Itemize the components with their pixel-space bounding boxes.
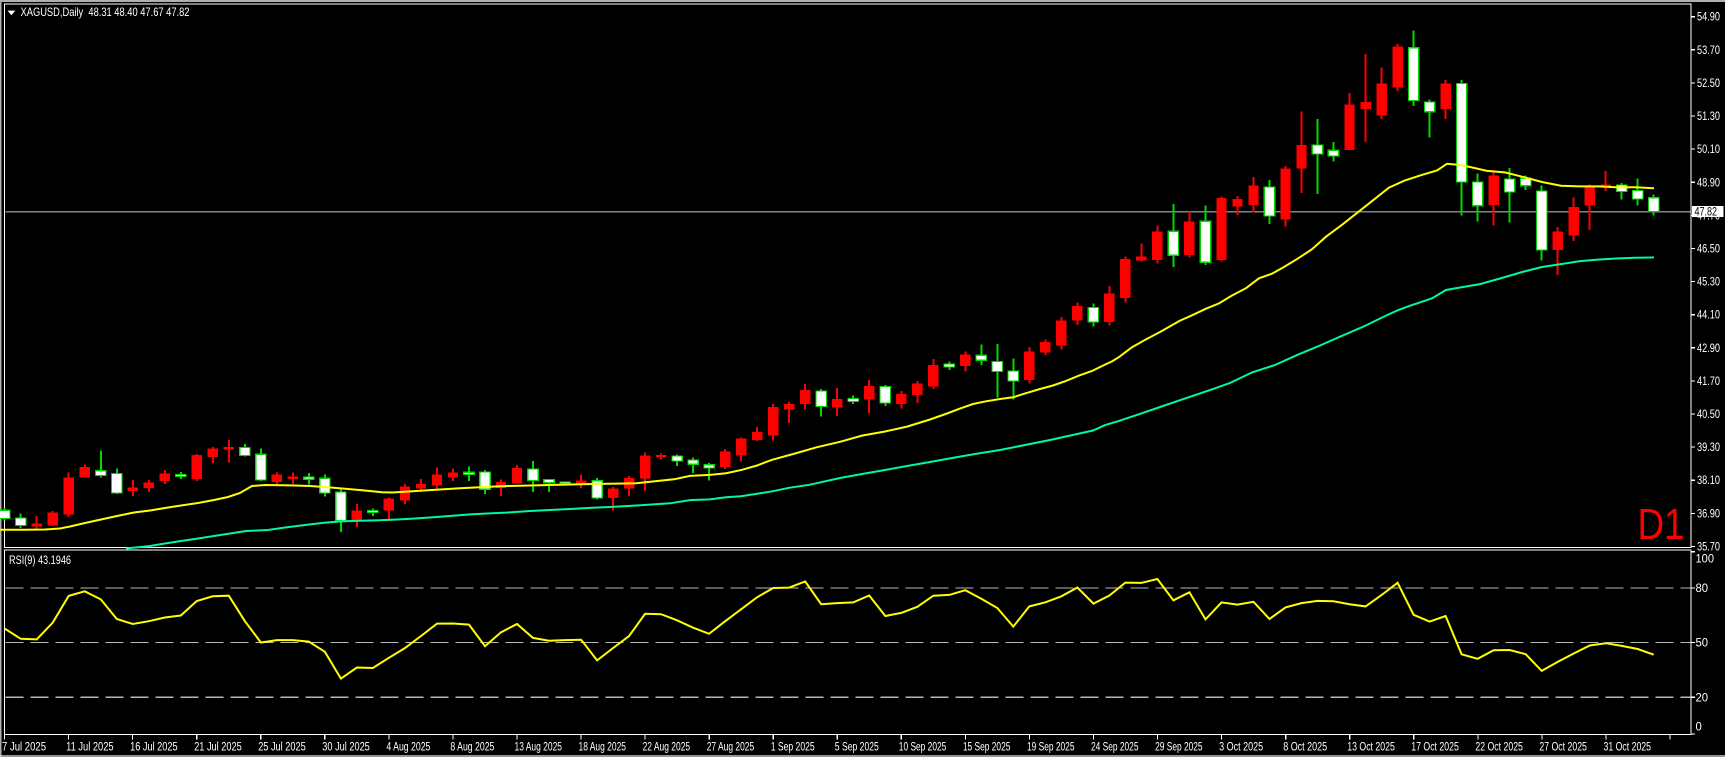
svg-text:44.10: 44.10 bbox=[1697, 310, 1720, 322]
svg-text:17 Oct 2025: 17 Oct 2025 bbox=[1411, 742, 1459, 754]
svg-text:50.10: 50.10 bbox=[1697, 144, 1720, 156]
svg-text:XAGUSD,Daily 48.31 48.40 47.6: XAGUSD,Daily 48.31 48.40 47.67 47.82 bbox=[21, 5, 190, 19]
svg-text:4 Aug 2025: 4 Aug 2025 bbox=[386, 742, 430, 754]
svg-text:13 Aug 2025: 13 Aug 2025 bbox=[515, 742, 563, 754]
svg-text:27 Oct 2025: 27 Oct 2025 bbox=[1539, 742, 1587, 754]
svg-text:27 Aug 2025: 27 Aug 2025 bbox=[707, 742, 755, 754]
svg-text:1 Sep 2025: 1 Sep 2025 bbox=[771, 742, 815, 754]
svg-text:40.50: 40.50 bbox=[1697, 409, 1720, 421]
svg-text:51.30: 51.30 bbox=[1697, 111, 1720, 123]
svg-text:53.70: 53.70 bbox=[1697, 45, 1720, 57]
svg-text:20: 20 bbox=[1696, 692, 1709, 704]
svg-text:35.70: 35.70 bbox=[1697, 542, 1720, 554]
svg-text:100: 100 bbox=[1696, 554, 1715, 566]
svg-text:80: 80 bbox=[1696, 583, 1709, 595]
svg-text:0: 0 bbox=[1696, 722, 1702, 734]
svg-text:47.82: 47.82 bbox=[1695, 206, 1718, 218]
svg-text:31 Oct 2025: 31 Oct 2025 bbox=[1604, 742, 1652, 754]
svg-text:18 Aug 2025: 18 Aug 2025 bbox=[579, 742, 627, 754]
svg-text:45.30: 45.30 bbox=[1697, 277, 1720, 289]
svg-text:52.50: 52.50 bbox=[1697, 78, 1720, 90]
svg-text:46.50: 46.50 bbox=[1697, 244, 1720, 256]
svg-text:42.90: 42.90 bbox=[1697, 343, 1720, 355]
svg-text:54.90: 54.90 bbox=[1697, 12, 1720, 24]
svg-text:36.90: 36.90 bbox=[1697, 508, 1720, 520]
svg-text:50: 50 bbox=[1696, 638, 1709, 650]
svg-text:8 Oct 2025: 8 Oct 2025 bbox=[1283, 742, 1327, 754]
svg-text:30 Jul 2025: 30 Jul 2025 bbox=[322, 742, 370, 754]
svg-text:38.10: 38.10 bbox=[1697, 475, 1720, 487]
svg-text:29 Sep 2025: 29 Sep 2025 bbox=[1155, 742, 1203, 754]
svg-text:16 Jul 2025: 16 Jul 2025 bbox=[130, 742, 178, 754]
svg-text:41.70: 41.70 bbox=[1697, 376, 1720, 388]
svg-text:25 Jul 2025: 25 Jul 2025 bbox=[258, 742, 306, 754]
svg-text:24 Sep 2025: 24 Sep 2025 bbox=[1091, 742, 1139, 754]
svg-text:RSI(9) 43.1946: RSI(9) 43.1946 bbox=[9, 555, 71, 567]
svg-text:15 Sep 2025: 15 Sep 2025 bbox=[963, 742, 1011, 754]
svg-text:13 Oct 2025: 13 Oct 2025 bbox=[1347, 742, 1395, 754]
svg-text:48.90: 48.90 bbox=[1697, 177, 1720, 189]
svg-text:7 Jul 2025: 7 Jul 2025 bbox=[2, 742, 46, 754]
svg-text:22 Oct 2025: 22 Oct 2025 bbox=[1475, 742, 1523, 754]
svg-text:5 Sep 2025: 5 Sep 2025 bbox=[835, 742, 879, 754]
svg-text:39.30: 39.30 bbox=[1697, 442, 1720, 454]
svg-text:10 Sep 2025: 10 Sep 2025 bbox=[899, 742, 947, 754]
svg-text:21 Jul 2025: 21 Jul 2025 bbox=[194, 742, 242, 754]
svg-text:22 Aug 2025: 22 Aug 2025 bbox=[643, 742, 691, 754]
svg-text:8 Aug 2025: 8 Aug 2025 bbox=[450, 742, 494, 754]
svg-text:19 Sep 2025: 19 Sep 2025 bbox=[1027, 742, 1075, 754]
svg-text:11 Jul 2025: 11 Jul 2025 bbox=[66, 742, 114, 754]
svg-text:3 Oct 2025: 3 Oct 2025 bbox=[1219, 742, 1263, 754]
svg-text:D1: D1 bbox=[1638, 500, 1685, 549]
